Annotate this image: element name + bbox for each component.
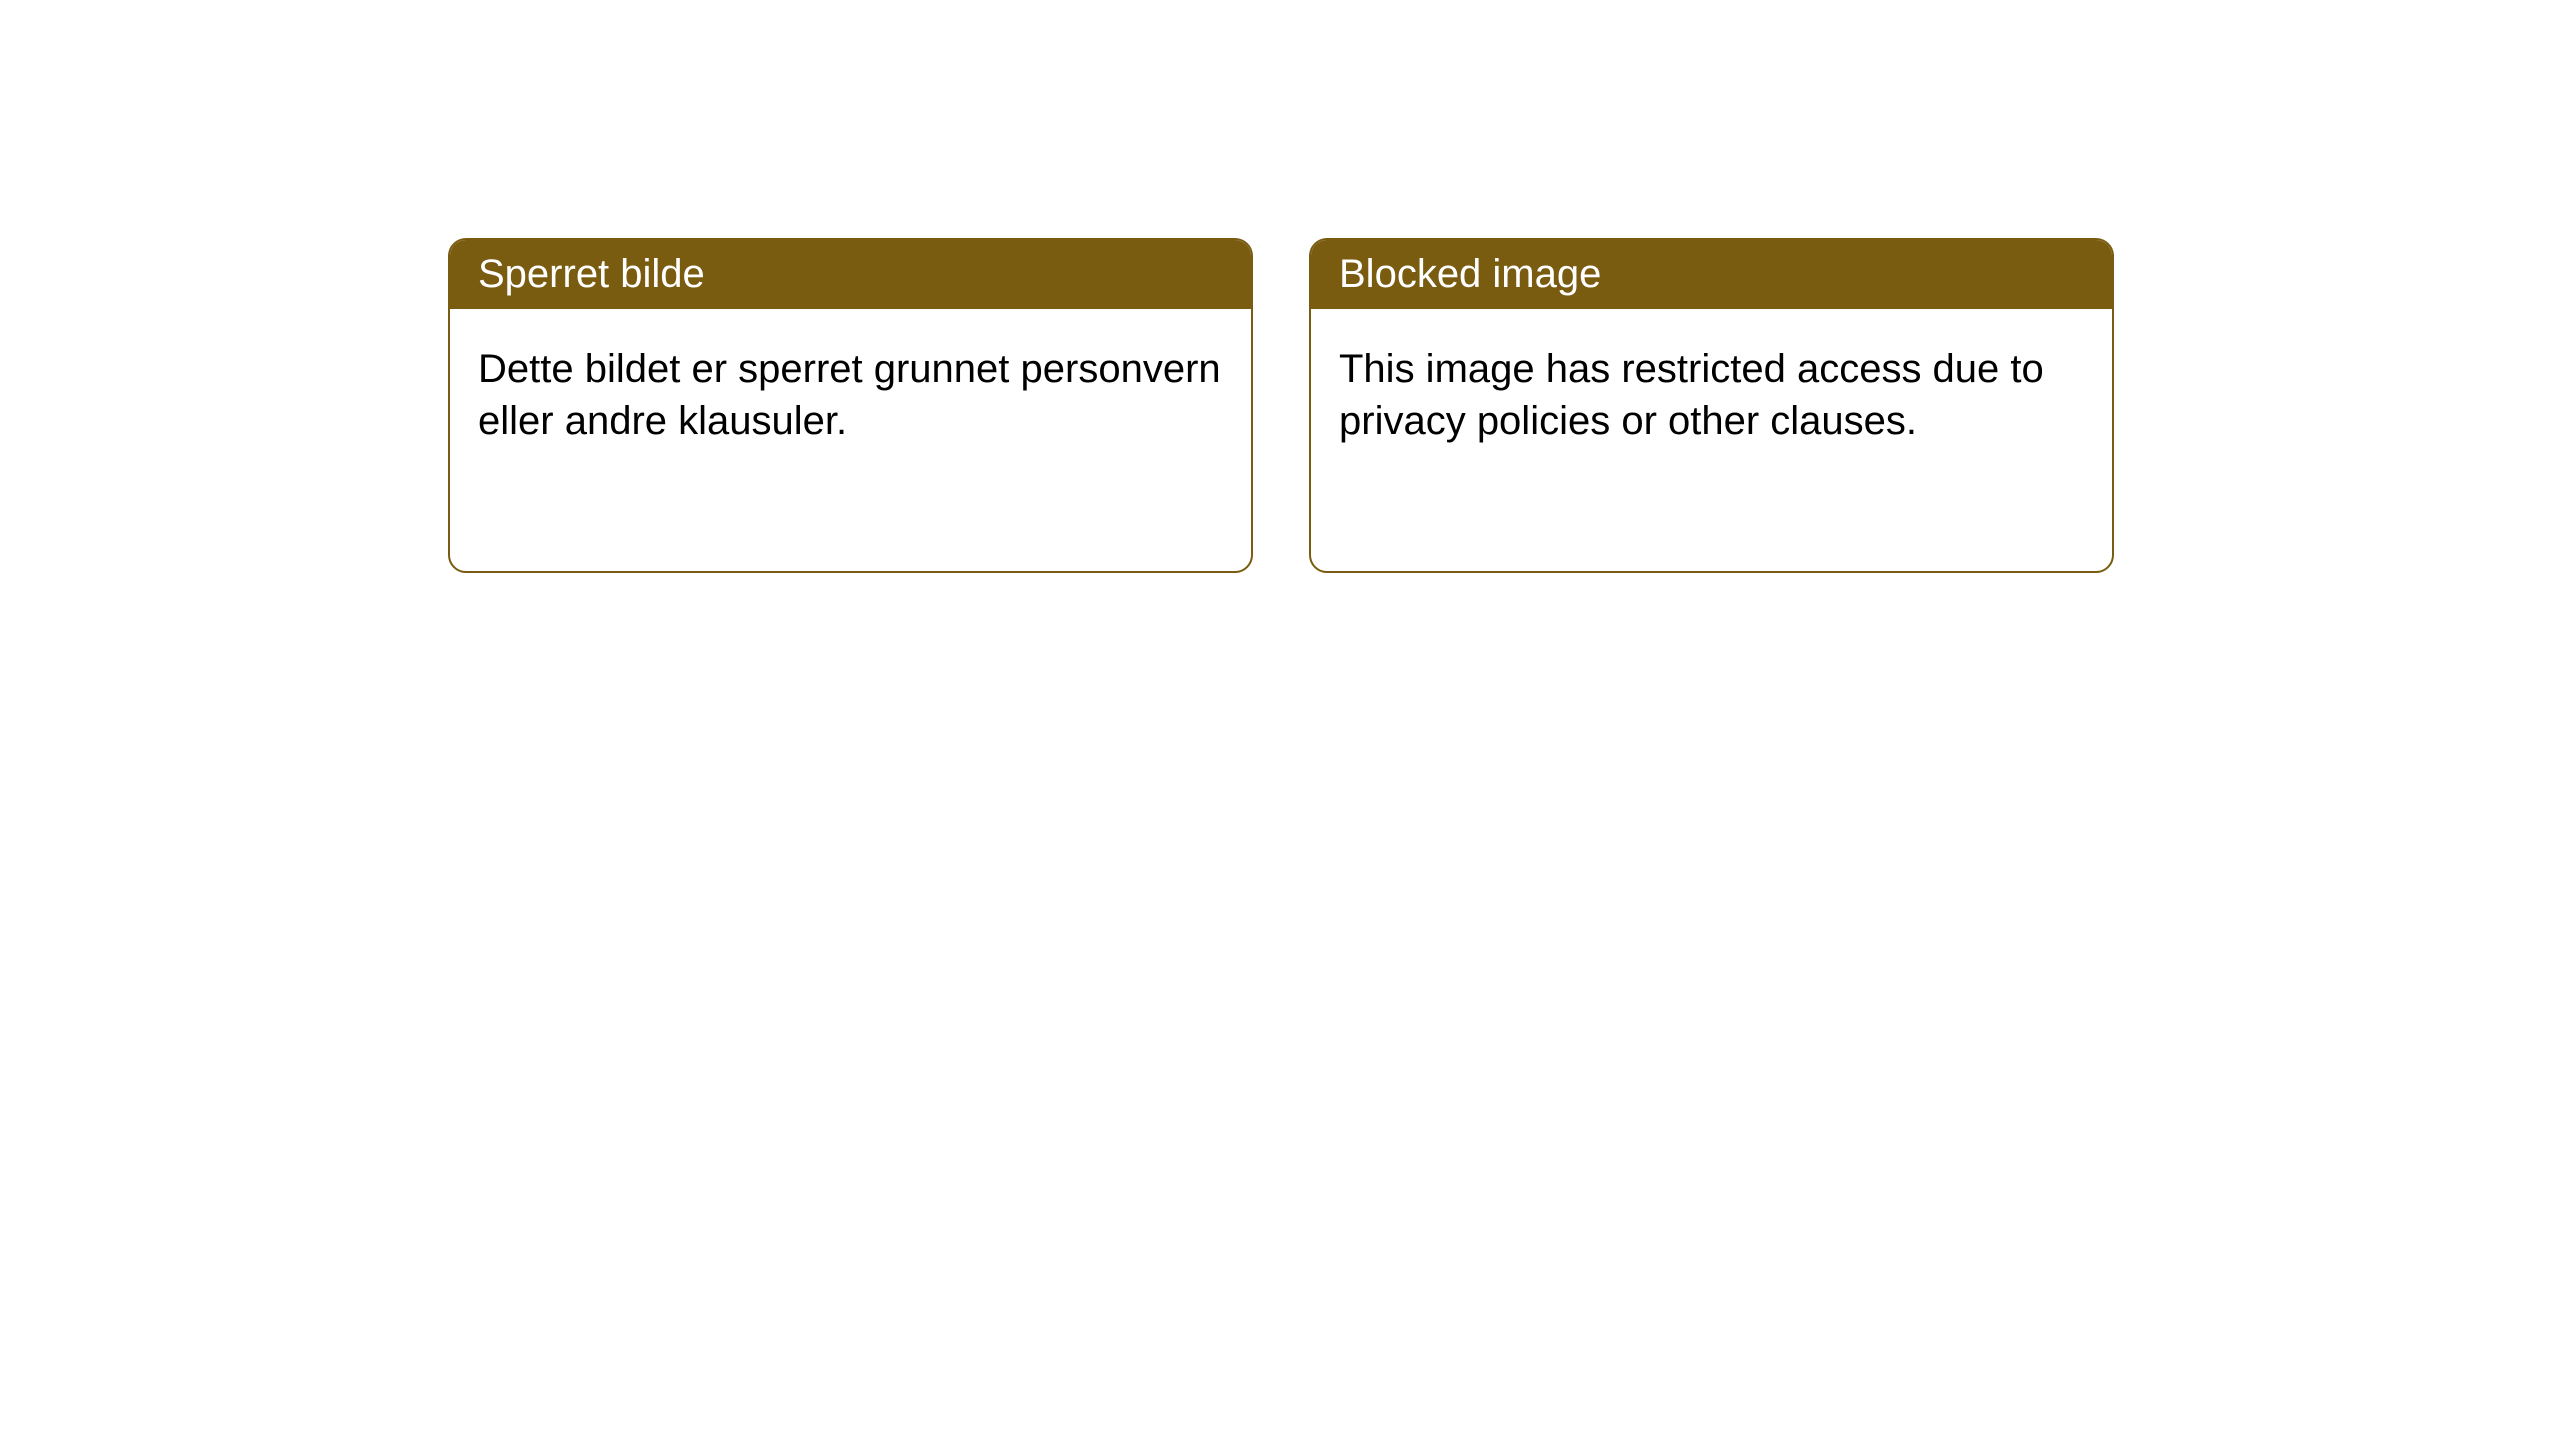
card-body-text: Dette bildet er sperret grunnet personve… (478, 347, 1221, 443)
card-title: Blocked image (1339, 252, 1601, 296)
blocked-image-card-no: Sperret bilde Dette bildet er sperret gr… (448, 238, 1253, 573)
card-body: Dette bildet er sperret grunnet personve… (450, 309, 1251, 481)
card-body-text: This image has restricted access due to … (1339, 347, 2044, 443)
card-title: Sperret bilde (478, 252, 705, 296)
blocked-image-card-en: Blocked image This image has restricted … (1309, 238, 2114, 573)
card-body: This image has restricted access due to … (1311, 309, 2112, 481)
card-header: Blocked image (1311, 240, 2112, 309)
notice-container: Sperret bilde Dette bildet er sperret gr… (0, 0, 2560, 573)
card-header: Sperret bilde (450, 240, 1251, 309)
